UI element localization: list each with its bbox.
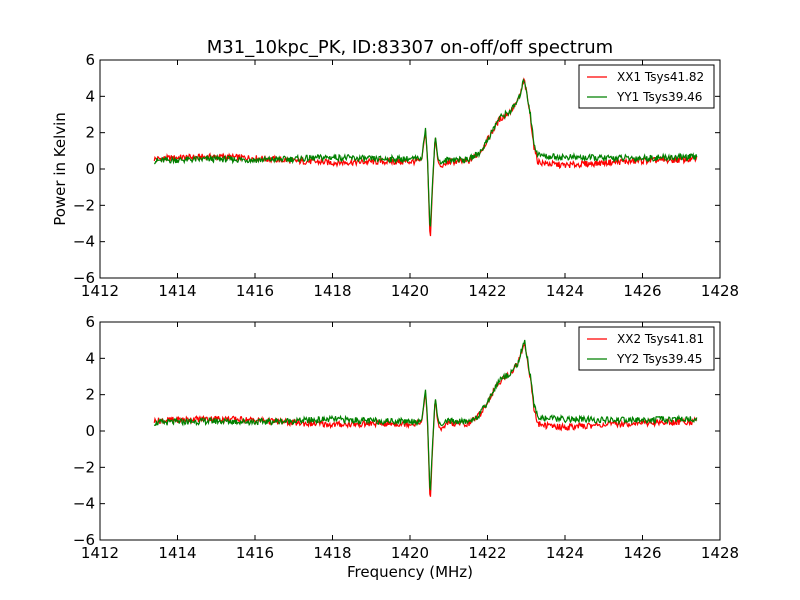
x-tick-label: 1422: [468, 544, 506, 562]
panel-top: 1412 1414 1416 1418 1420 1422 1424 1426 1428 6 4 2 0…: [73, 51, 739, 300]
series-line-yy2: [153, 339, 698, 491]
y-tick-label: 2: [85, 124, 95, 142]
y-tick-label: 2: [85, 386, 95, 404]
x-tick-label: 1426: [623, 282, 661, 300]
x-tick-label: 1414: [158, 282, 196, 300]
y-tick-label: −4: [73, 495, 95, 513]
x-tick-label: 1426: [623, 544, 661, 562]
y-tick-label: −4: [73, 233, 95, 251]
y-tick-label: 0: [85, 160, 95, 178]
y-tick-label: −6: [73, 269, 95, 287]
x-tick-label: 1418: [313, 544, 351, 562]
legend: XX2 Tsys41.81 YY2 Tsys39.45: [578, 326, 715, 371]
series-line-yy1: [154, 78, 698, 227]
y-tick-label: −2: [73, 196, 95, 214]
x-tick-label: 1412: [81, 282, 119, 300]
x-tick-label: 1424: [546, 282, 584, 300]
x-tick-label: 1428: [701, 282, 739, 300]
y-tick-label: −6: [73, 531, 95, 549]
legend-entry: YY1 Tsys39.46: [616, 90, 702, 104]
y-tick-label: 6: [85, 51, 95, 69]
y-axis-label: Power in Kelvin: [51, 112, 69, 226]
x-tick-label: 1416: [236, 282, 274, 300]
x-tick-label: 1414: [158, 544, 196, 562]
x-axis-label: Frequency (MHz): [347, 563, 473, 581]
y-tick-label: 0: [85, 422, 95, 440]
x-tick-label: 1418: [313, 282, 351, 300]
x-tick-label: 1424: [546, 544, 584, 562]
y-tick-label: −2: [73, 458, 95, 476]
legend: XX1 Tsys41.82 YY1 Tsys39.46: [578, 64, 715, 109]
legend-box: [578, 326, 715, 371]
legend-entry: XX2 Tsys41.81: [617, 332, 704, 346]
x-tick-label: 1428: [701, 544, 739, 562]
x-tick-label: 1422: [468, 282, 506, 300]
x-tick-label: 1420: [391, 544, 429, 562]
y-tick-label: 4: [85, 87, 95, 105]
x-tick-label: 1412: [81, 544, 119, 562]
panel-bottom: 1412 1414 1416 1418 1420 1422 1424 1426 1428 6 4 2 0…: [73, 313, 739, 562]
y-tick-label: 4: [85, 349, 95, 367]
x-tick-label: 1416: [236, 544, 274, 562]
legend-box: [578, 64, 715, 109]
x-tick-label: 1420: [391, 282, 429, 300]
legend-entry: XX1 Tsys41.82: [617, 70, 704, 84]
chart-title: M31_10kpc_PK, ID:83307 on-off/off spectr…: [207, 37, 613, 58]
legend-entry: YY2 Tsys39.45: [616, 352, 702, 366]
y-tick-label: 6: [85, 313, 95, 331]
